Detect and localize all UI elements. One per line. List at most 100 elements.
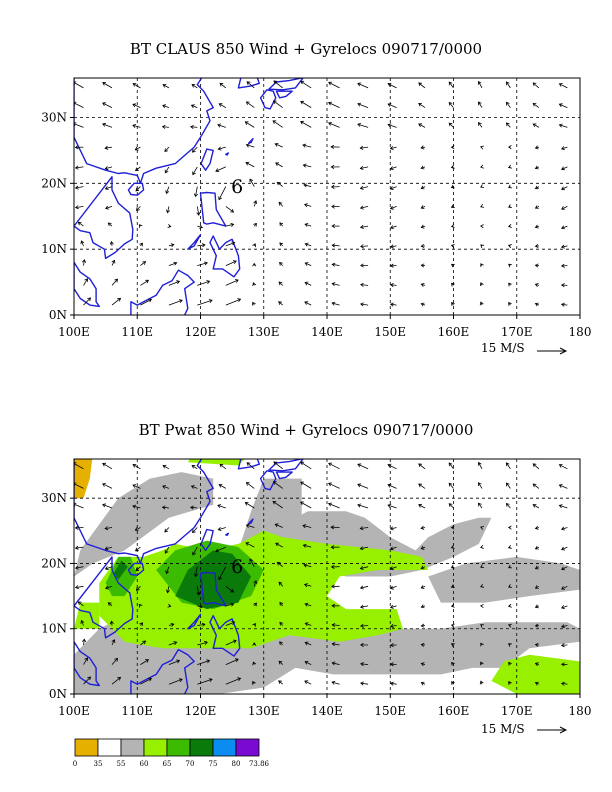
wind-vector <box>246 144 255 148</box>
wind-vector-head <box>279 222 284 226</box>
x-tick-label: 100E <box>58 325 90 339</box>
wind-vector <box>225 658 239 665</box>
wind-vector <box>303 544 312 548</box>
x-tick-label: 100E <box>58 704 90 718</box>
wind-vector <box>164 166 170 174</box>
wind-vector-head <box>102 122 106 127</box>
wind-vector <box>132 124 141 128</box>
wind-vector-head <box>74 565 79 570</box>
wind-vector-head <box>418 123 423 127</box>
wind-vector <box>273 80 283 89</box>
wind-vector-head <box>278 281 283 286</box>
wind-vector-head <box>104 526 109 531</box>
wind-vector-head <box>450 564 455 569</box>
wind-vector-head <box>389 146 394 150</box>
wind-vector <box>219 463 227 470</box>
wind-vector <box>561 225 568 229</box>
wind-vector <box>246 462 255 470</box>
wind-vector <box>83 639 85 646</box>
wind-vector-head <box>234 658 239 663</box>
wind-vector-head <box>300 481 305 486</box>
wind-vector-head <box>330 564 335 569</box>
wind-vector-head <box>173 641 178 645</box>
wind-vector <box>304 223 312 227</box>
x-tick-label: 110E <box>121 325 153 339</box>
wind-vector-head <box>330 525 335 530</box>
wind-vector-head <box>389 526 394 531</box>
wind-vector <box>448 102 454 108</box>
wind-vector <box>506 503 511 509</box>
wind-vector-head <box>330 184 335 189</box>
colorbar-swatch <box>235 738 260 757</box>
wind-vector-head <box>418 483 423 488</box>
wind-vector <box>168 280 180 286</box>
top-wind-scale-label: 15 M/S <box>481 341 525 355</box>
wind-vector <box>192 166 198 175</box>
wind-vector <box>300 461 312 470</box>
wind-vector-head <box>132 464 137 468</box>
wind-vector-head <box>304 660 309 665</box>
wind-vector-head <box>357 102 362 107</box>
wind-vector-head <box>190 485 195 489</box>
x-tick-label: 130E <box>248 325 280 339</box>
wind-vector-head <box>272 120 277 124</box>
wind-vector-head <box>359 546 364 551</box>
wind-vector-head <box>508 184 512 189</box>
colorbar-label: 73.86 <box>249 760 270 768</box>
wind-vector <box>81 240 84 247</box>
wind-vector <box>387 124 397 128</box>
wind-vector-head <box>331 584 335 589</box>
wind-vector <box>360 206 369 209</box>
wind-vector <box>273 461 283 470</box>
bottom-map-plot: 6 100E 110E 120E 130E 140E 150E 160E 170E 180 0N 10… <box>41 458 591 734</box>
wind-vector <box>164 146 170 152</box>
wind-vector <box>305 262 312 266</box>
pwat-shaded-region <box>113 560 128 580</box>
wind-vector <box>245 162 255 168</box>
coastline <box>200 148 214 171</box>
wind-vector-head <box>102 462 107 467</box>
wind-vector-head <box>278 680 282 684</box>
wind-vector-head <box>279 242 284 247</box>
wind-vector <box>559 103 568 108</box>
wind-vector-head <box>176 280 181 285</box>
wind-vector <box>197 624 205 626</box>
wind-vector-head <box>420 224 425 229</box>
wind-vector <box>478 81 483 89</box>
wind-vector-head <box>450 204 455 209</box>
wind-vector-head <box>252 282 257 287</box>
wind-vector-head <box>208 678 213 683</box>
wind-vector-head <box>253 200 258 205</box>
wind-vector-head <box>331 282 336 287</box>
wind-vector <box>300 80 312 89</box>
y-tick-label: 20N <box>41 176 67 190</box>
wind-vector-head <box>272 481 277 485</box>
wind-vector-head <box>450 584 455 588</box>
pwat-shaded-region <box>428 556 580 603</box>
wind-vector <box>418 82 426 89</box>
wind-vector-head <box>191 148 196 153</box>
wind-vector-head <box>450 525 455 530</box>
x-tick-label: 140E <box>311 325 343 339</box>
wind-vector <box>225 603 234 607</box>
wind-vector-head <box>331 680 336 685</box>
wind-vector <box>135 146 141 151</box>
wind-vector-head <box>87 297 92 302</box>
wind-vector-head <box>360 662 364 667</box>
wind-vector-head <box>387 483 392 488</box>
wind-vector-head <box>477 461 482 466</box>
wind-vector <box>532 463 540 470</box>
wind-vector <box>246 81 255 89</box>
wind-vector-head <box>450 244 455 248</box>
wind-vector <box>249 178 255 187</box>
wind-vector-head <box>505 101 510 106</box>
wind-vector <box>277 561 283 568</box>
wind-vector <box>328 462 340 470</box>
wind-vector-head <box>359 145 364 150</box>
wind-vector-head <box>253 222 257 227</box>
wind-vector-head <box>534 642 539 647</box>
wind-vector <box>273 481 283 489</box>
wind-vector <box>390 566 397 570</box>
wind-vector-head <box>104 566 109 571</box>
wind-vector <box>102 102 113 108</box>
